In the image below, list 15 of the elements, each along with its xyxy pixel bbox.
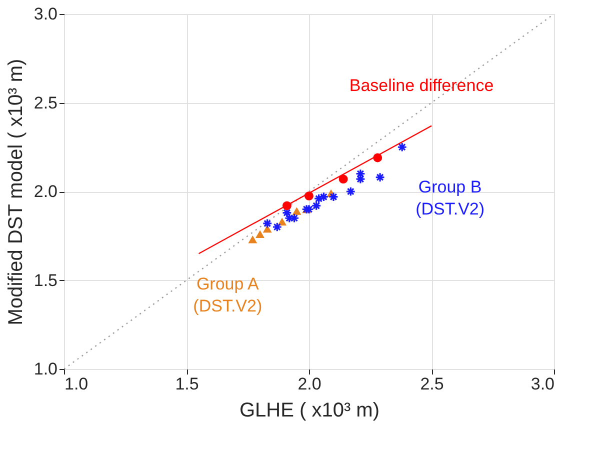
- x-tick-label: 2.0: [298, 374, 322, 394]
- x-tick-label: 1.5: [175, 374, 199, 394]
- x-tick-label: 2.5: [420, 374, 444, 394]
- x-tick-label: 1.0: [64, 374, 88, 394]
- y-tick-label: 1.5: [34, 270, 58, 290]
- text: Baseline difference: [349, 76, 494, 95]
- x-axis-title: GLHE ( x10³ m): [239, 400, 380, 422]
- y-tick-label: 2.0: [34, 182, 58, 201]
- series-label: Group A (DST.V2): [193, 274, 262, 316]
- y-tick-label: 3.0: [34, 4, 58, 24]
- x-tick-label: 3.0: [530, 374, 554, 394]
- y-tick-label: 2.5: [34, 93, 58, 112]
- y-tick-label: 1.0: [34, 360, 58, 378]
- series-label: Group B (DST.V2): [416, 177, 485, 218]
- y-axis-title: Modified DST model ( x10³ m): [4, 58, 27, 326]
